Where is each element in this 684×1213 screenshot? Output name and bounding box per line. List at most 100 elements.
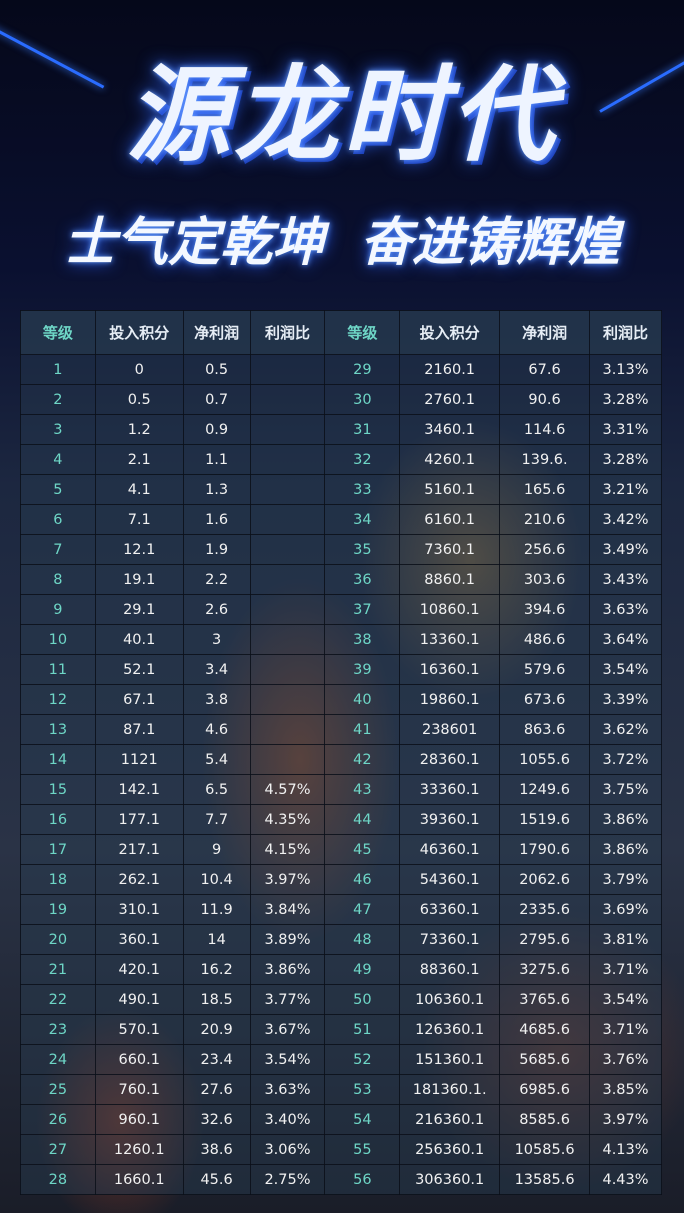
cell-profit-ratio: 3.76%	[589, 1044, 662, 1075]
cell-net-profit: 2335.6	[499, 894, 591, 925]
level-table: 等级 投入积分 净利润 利润比 等级 投入积分 净利润 利润比 1 0 0.5 29 2160.1 67…	[20, 310, 662, 1195]
table-row: 12 67.1 3.8 40 19860.1 673.6 3.39%	[20, 684, 662, 715]
cell-level: 4	[20, 444, 96, 475]
cell-profit-ratio	[249, 564, 326, 595]
cell-invest-points: 106360.1	[399, 984, 501, 1015]
cell-level: 13	[20, 714, 96, 745]
cell-invest-points: 126360.1	[399, 1014, 501, 1045]
table-row: 20 360.1 14 3.89% 48 73360.1 2795.6 3.81%	[20, 924, 662, 955]
header-profit-ratio: 利润比	[589, 310, 662, 355]
cell-profit-ratio: 3.69%	[589, 894, 662, 925]
cell-net-profit: 20.9	[182, 1014, 251, 1045]
cell-profit-ratio: 4.13%	[589, 1134, 662, 1165]
cell-profit-ratio: 3.13%	[589, 354, 662, 385]
table-row: 10 40.1 3 38 13360.1 486.6 3.64%	[20, 624, 662, 655]
header-level: 等级	[324, 310, 401, 355]
cell-level: 11	[20, 654, 96, 685]
cell-profit-ratio: 3.79%	[589, 864, 662, 895]
cell-invest-points: 262.1	[94, 864, 184, 895]
cell-net-profit: 11.9	[182, 894, 251, 925]
table-row: 2 0.5 0.7 30 2760.1 90.6 3.28%	[20, 384, 662, 415]
cell-level: 54	[324, 1104, 401, 1135]
cell-net-profit: 1790.6	[499, 834, 591, 865]
cell-invest-points: 16360.1	[399, 654, 501, 685]
cell-profit-ratio	[249, 354, 326, 385]
cell-profit-ratio: 3.31%	[589, 414, 662, 445]
table-row: 28 1660.1 45.6 2.75% 56 306360.1 13585.6 4.43%	[20, 1164, 662, 1195]
cell-net-profit: 1519.6	[499, 804, 591, 835]
cell-net-profit: 4685.6	[499, 1014, 591, 1045]
cell-profit-ratio: 3.97%	[249, 864, 326, 895]
cell-level: 16	[20, 804, 96, 835]
table-row: 11 52.1 3.4 39 16360.1 579.6 3.54%	[20, 654, 662, 685]
cell-profit-ratio: 3.89%	[249, 924, 326, 955]
cell-profit-ratio: 4.35%	[249, 804, 326, 835]
cell-level: 25	[20, 1074, 96, 1105]
cell-profit-ratio: 3.67%	[249, 1014, 326, 1045]
cell-net-profit: 14	[182, 924, 251, 955]
cell-level: 47	[324, 894, 401, 925]
cell-invest-points: 54360.1	[399, 864, 501, 895]
cell-invest-points: 2760.1	[399, 384, 501, 415]
page-subtitle: 士气定乾坤 奋进铸辉煌	[63, 213, 621, 273]
cell-net-profit: 1055.6	[499, 744, 591, 775]
cell-invest-points: 0	[94, 354, 184, 385]
cell-level: 12	[20, 684, 96, 715]
cell-invest-points: 490.1	[94, 984, 184, 1015]
cell-net-profit: 3.4	[182, 654, 251, 685]
cell-level: 36	[324, 564, 401, 595]
table-row: 7 12.1 1.9 35 7360.1 256.6 3.49%	[20, 534, 662, 565]
cell-net-profit: 1.9	[182, 534, 251, 565]
table-row: 19 310.1 11.9 3.84% 47 63360.1 2335.6 3.69%	[20, 894, 662, 925]
cell-level: 48	[324, 924, 401, 955]
cell-profit-ratio: 4.43%	[589, 1164, 662, 1195]
cell-level: 34	[324, 504, 401, 535]
cell-profit-ratio: 3.71%	[589, 954, 662, 985]
cell-invest-points: 216360.1	[399, 1104, 501, 1135]
cell-level: 51	[324, 1014, 401, 1045]
cell-net-profit: 10585.6	[499, 1134, 591, 1165]
cell-profit-ratio: 3.54%	[589, 654, 662, 685]
cell-invest-points: 7.1	[94, 504, 184, 535]
cell-net-profit: 0.9	[182, 414, 251, 445]
cell-invest-points: 420.1	[94, 954, 184, 985]
cell-net-profit: 863.6	[499, 714, 591, 745]
cell-net-profit: 27.6	[182, 1074, 251, 1105]
header-net-profit: 净利润	[499, 310, 591, 355]
cell-invest-points: 142.1	[94, 774, 184, 805]
table-row: 24 660.1 23.4 3.54% 52 151360.1 5685.6 3.76%	[20, 1044, 662, 1075]
cell-net-profit: 5685.6	[499, 1044, 591, 1075]
cell-level: 40	[324, 684, 401, 715]
cell-level: 30	[324, 384, 401, 415]
cell-invest-points: 28360.1	[399, 744, 501, 775]
cell-net-profit: 139.6.	[499, 444, 591, 475]
cell-profit-ratio: 3.86%	[249, 954, 326, 985]
cell-net-profit: 1.6	[182, 504, 251, 535]
cell-net-profit: 0.7	[182, 384, 251, 415]
cell-net-profit: 2062.6	[499, 864, 591, 895]
cell-net-profit: 90.6	[499, 384, 591, 415]
cell-invest-points: 4260.1	[399, 444, 501, 475]
cell-level: 1	[20, 354, 96, 385]
cell-profit-ratio: 4.15%	[249, 834, 326, 865]
table-row: 1 0 0.5 29 2160.1 67.6 3.13%	[20, 354, 662, 385]
cell-invest-points: 2.1	[94, 444, 184, 475]
cell-net-profit: 2.6	[182, 594, 251, 625]
cell-net-profit: 23.4	[182, 1044, 251, 1075]
cell-level: 50	[324, 984, 401, 1015]
cell-net-profit: 3.8	[182, 684, 251, 715]
cell-invest-points: 181360.1.	[399, 1074, 501, 1105]
cell-level: 49	[324, 954, 401, 985]
cell-profit-ratio	[249, 474, 326, 505]
cell-invest-points: 1660.1	[94, 1164, 184, 1195]
cell-invest-points: 46360.1	[399, 834, 501, 865]
cell-net-profit: 2795.6	[499, 924, 591, 955]
cell-level: 44	[324, 804, 401, 835]
cell-level: 53	[324, 1074, 401, 1105]
cell-profit-ratio	[249, 444, 326, 475]
cell-invest-points: 19.1	[94, 564, 184, 595]
table-row: 26 960.1 32.6 3.40% 54 216360.1 8585.6 3.97%	[20, 1104, 662, 1135]
cell-net-profit: 1.1	[182, 444, 251, 475]
cell-profit-ratio: 3.28%	[589, 444, 662, 475]
cell-invest-points: 6160.1	[399, 504, 501, 535]
